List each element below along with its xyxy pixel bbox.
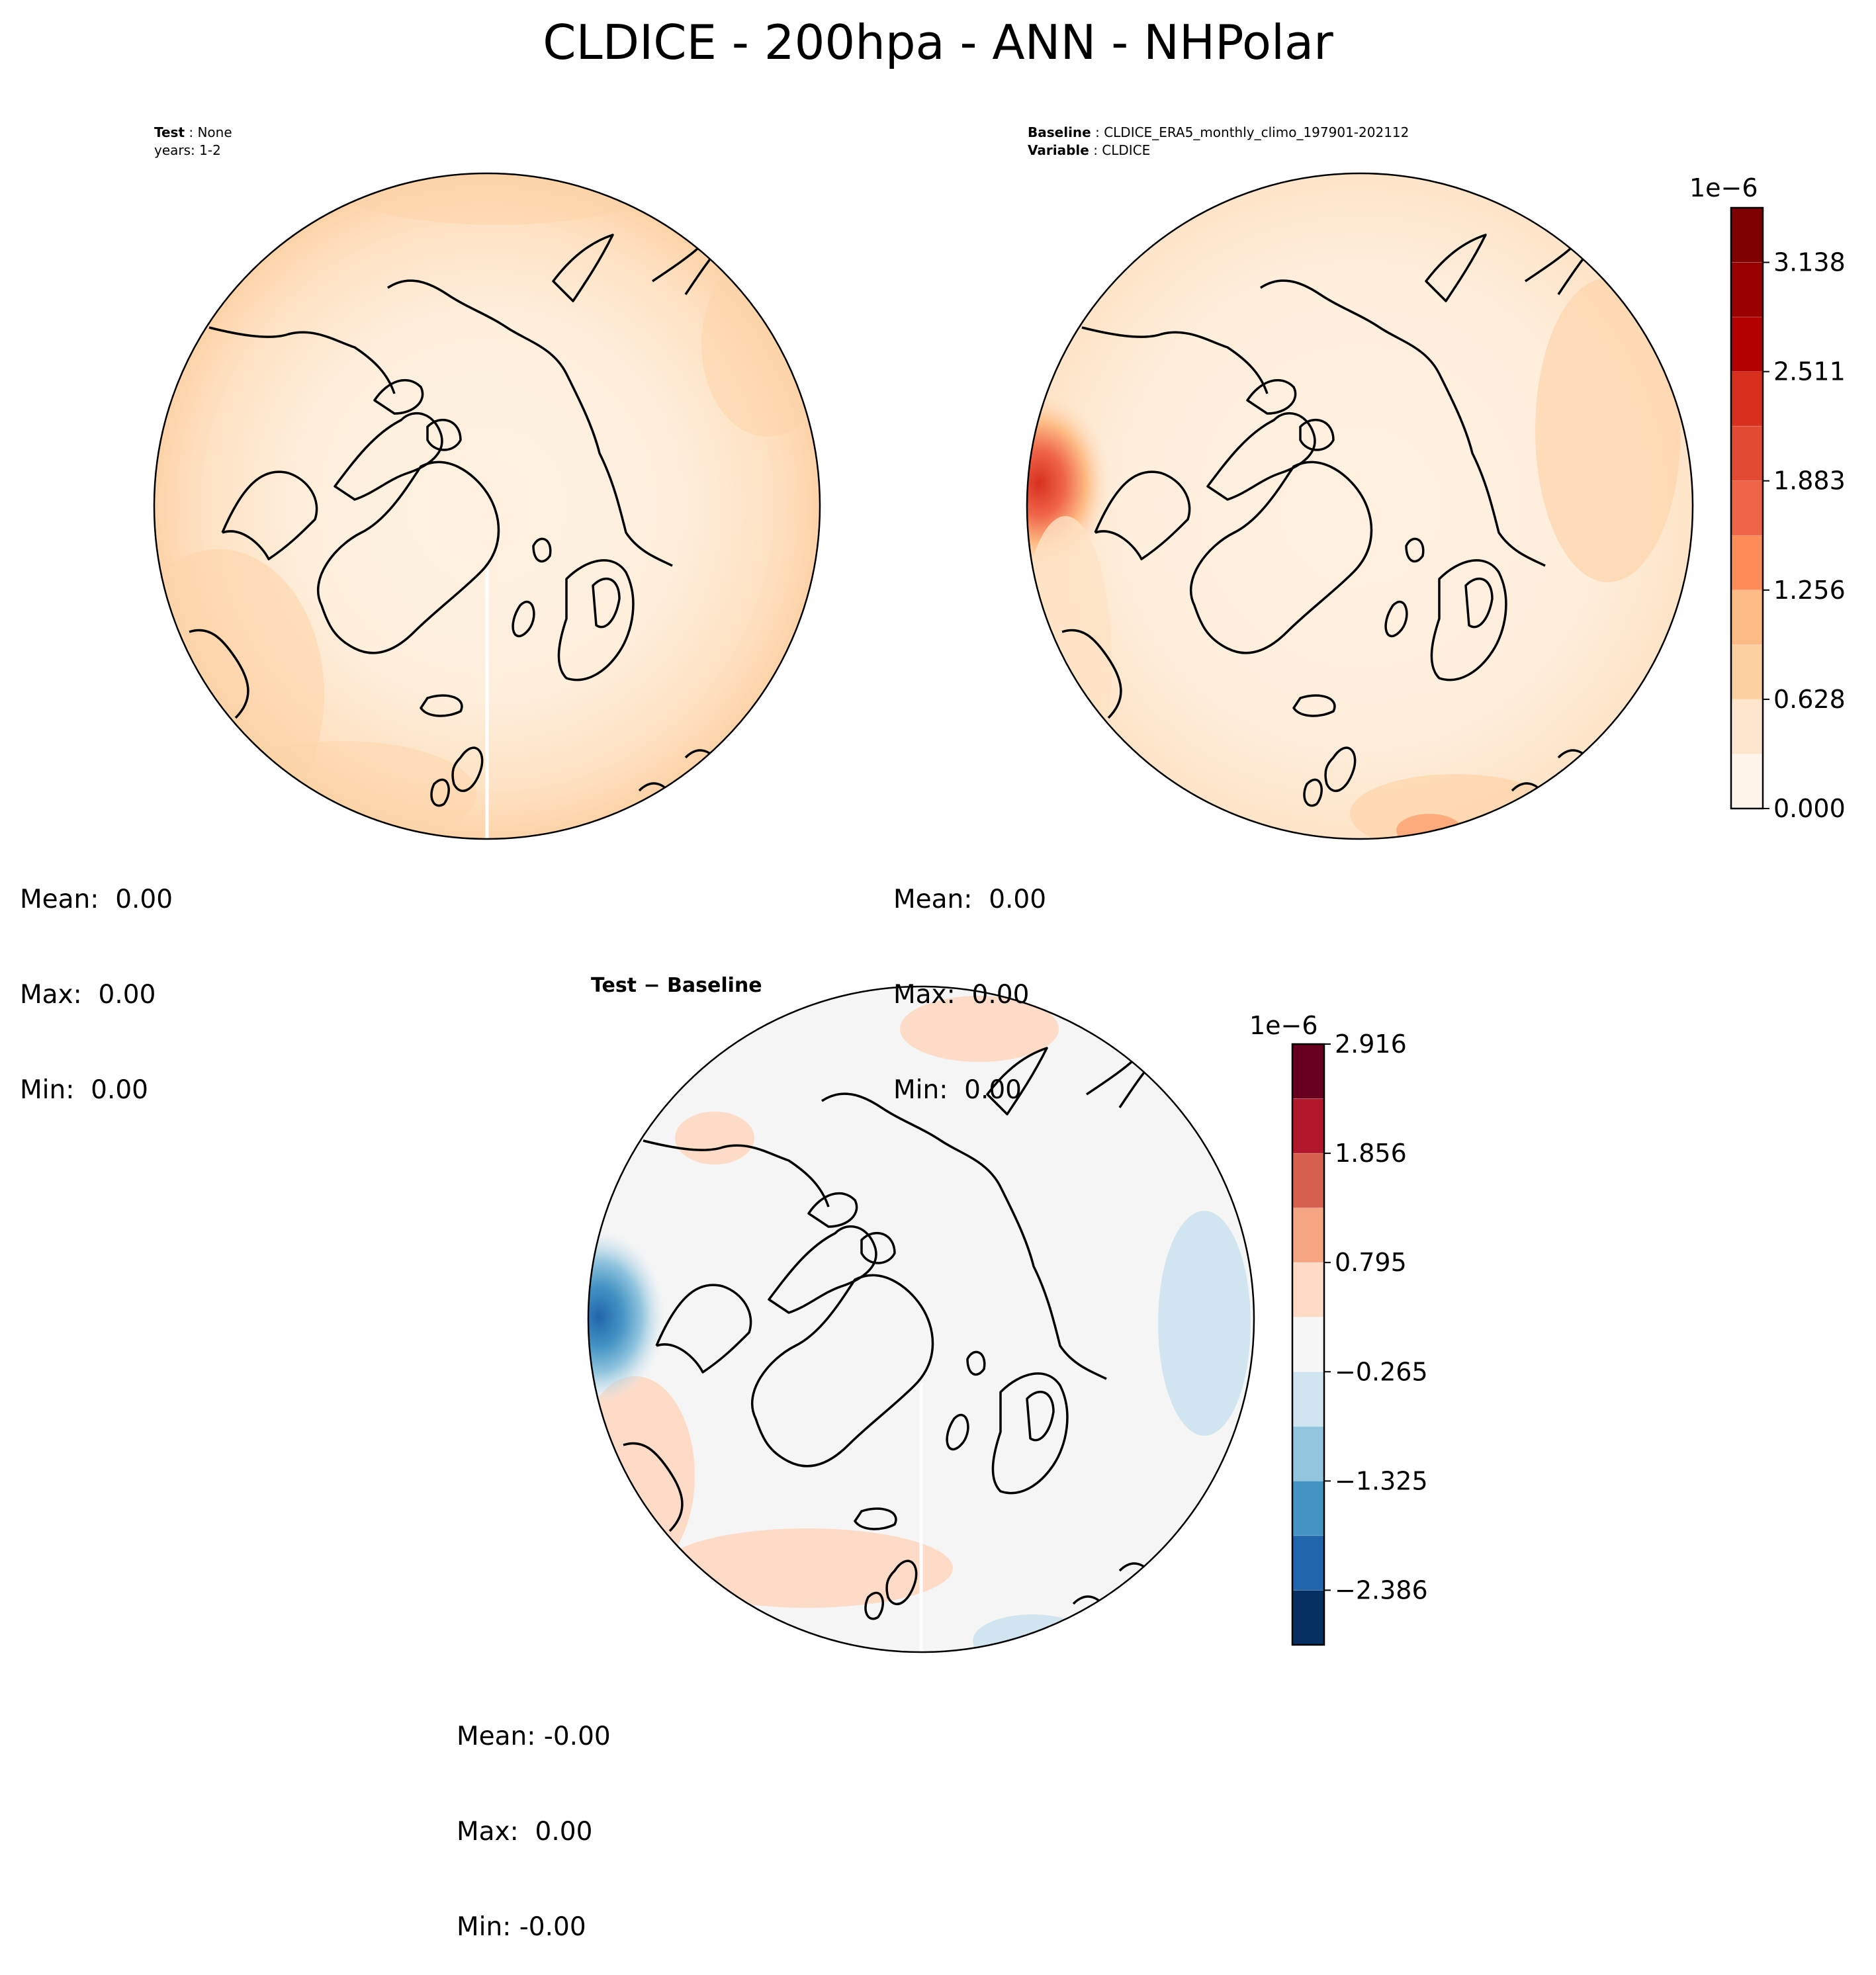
colorbar-main-segment [1731, 208, 1763, 263]
baseline-map [1026, 172, 1694, 840]
baseline-stat-min: Min: 0.00 [893, 1075, 1022, 1105]
diff-positive-region-s [662, 1528, 953, 1608]
colorbar-diff: 2.916 1.856 0.795 −0.265 −1.325 −2.386 [1291, 1030, 1428, 1646]
colorbar-diff-segment [1292, 1372, 1324, 1427]
diff-negative-region-s [973, 1614, 1092, 1652]
diff-positive-region-nw [675, 1112, 754, 1164]
diff-stats: Mean: -0.00 Max: 0.00 Min: -0.00 [457, 1657, 611, 1975]
colorbar-diff-tick-label: 1.856 [1335, 1139, 1407, 1168]
colorbar-diff-tick-label: 2.916 [1335, 1030, 1407, 1059]
diff-map [587, 985, 1255, 1653]
baseline-label-key: Baseline [1028, 124, 1091, 140]
test-label-key: Test [154, 124, 185, 140]
baseline-spot-s [1396, 814, 1462, 839]
test-high-region-e [701, 251, 820, 437]
baseline-high-region-s [1350, 774, 1562, 839]
baseline-stat-max: Max: 0.00 [893, 980, 1030, 1010]
colorbar-main-segment [1731, 590, 1763, 645]
colorbar-diff-segment [1292, 1044, 1324, 1100]
diff-negative-region-e [1158, 1211, 1251, 1436]
colorbar-main-tick-label: 3.138 [1773, 248, 1846, 277]
baseline-label-value: CLDICE_ERA5_monthly_climo_197901-202112 [1104, 124, 1409, 140]
baseline-label: Baseline : CLDICE_ERA5_monthly_climo_197… [1028, 124, 1409, 140]
colorbar-main-tick-label: 2.511 [1773, 357, 1846, 386]
variable-label-value: CLDICE [1102, 142, 1151, 158]
colorbar-main-segment [1731, 371, 1763, 427]
diff-panel-title: Test − Baseline [591, 974, 762, 997]
colorbar-main-segment [1731, 754, 1763, 809]
variable-label: Variable : CLDICE [1028, 142, 1151, 158]
test-map [153, 172, 821, 840]
diff-stat-mean: Mean: -0.00 [457, 1722, 611, 1751]
colorbar-diff-tick-label: 0.795 [1335, 1248, 1407, 1277]
maps-canvas: 0.000 0.628 1.256 1.883 2.511 3.138 2.916 1.85… [153, 172, 1846, 1653]
colorbar-diff-segment [1292, 1481, 1324, 1536]
diff-coldspot-w [588, 1231, 665, 1403]
colorbar-diff-segment [1292, 1317, 1324, 1372]
diff-stat-min: Min: -0.00 [457, 1912, 586, 1942]
colorbar-main-exponent: 1e−6 [1689, 173, 1758, 202]
diff-stat-max: Max: 0.00 [457, 1817, 593, 1847]
colorbar-main-tick-label: 0.628 [1773, 685, 1846, 714]
colorbar-diff-tick-label: −2.386 [1335, 1575, 1428, 1604]
colorbar-diff-segment [1292, 1207, 1324, 1263]
colorbar-diff-tick-label: −1.325 [1335, 1466, 1428, 1495]
colorbar-diff-segment [1292, 1535, 1324, 1591]
test-high-region-sw [154, 549, 324, 839]
colorbar-main: 0.000 0.628 1.256 1.883 2.511 3.138 [1730, 206, 1846, 823]
colorbar-main-tick-label: 0.000 [1773, 794, 1846, 823]
diff-map-boundary [587, 985, 1255, 1653]
baseline-stat-mean: Mean: 0.00 [893, 885, 1047, 914]
colorbar-diff-exponent: 1e−6 [1249, 1011, 1318, 1040]
baseline-stats: Mean: 0.00 Max: 0.00 Min: 0.00 [893, 820, 1046, 1138]
colorbar-main-segment [1731, 426, 1763, 482]
colorbar-diff-segment [1292, 1098, 1324, 1154]
colorbar-main-segment [1731, 699, 1763, 754]
colorbar-main-tick-label: 1.256 [1773, 576, 1846, 605]
baseline-high-region-e [1535, 278, 1681, 582]
colorbar-diff-segment [1292, 1153, 1324, 1209]
colorbar-diff-tick-label: −0.265 [1335, 1357, 1428, 1386]
test-stat-max: Max: 0.00 [20, 980, 156, 1010]
baseline-map-boundary [1026, 172, 1694, 840]
colorbar-main-segment [1731, 480, 1763, 536]
test-high-region-s [212, 741, 476, 839]
colorbar-main-border [1730, 206, 1764, 810]
variable-label-key: Variable [1028, 142, 1089, 158]
test-stat-mean: Mean: 0.00 [20, 885, 173, 914]
test-label: Test : None [154, 124, 232, 140]
colorbar-diff-border [1291, 1043, 1325, 1646]
test-map-boundary [153, 172, 821, 840]
colorbar-main-segment [1731, 262, 1763, 318]
colorbar-main-segment [1731, 535, 1763, 591]
figure-title: CLDICE - 200hpa - ANN - NHPolar [543, 15, 1333, 70]
test-stats: Mean: 0.00 Max: 0.00 Min: 0.00 [20, 820, 173, 1138]
colorbar-diff-segment [1292, 1590, 1324, 1646]
colorbar-main-tick-label: 1.883 [1773, 466, 1846, 496]
colorbar-main-segment [1731, 317, 1763, 373]
colorbar-diff-segment [1292, 1262, 1324, 1318]
test-label-value: None [197, 124, 232, 140]
colorbar-main-segment [1731, 644, 1763, 700]
test-stat-min: Min: 0.00 [20, 1075, 148, 1105]
test-high-region-n [337, 173, 655, 225]
colorbar-diff-segment [1292, 1426, 1324, 1481]
diff-positive-region-n [900, 996, 1059, 1062]
test-years: years: 1-2 [154, 142, 221, 158]
